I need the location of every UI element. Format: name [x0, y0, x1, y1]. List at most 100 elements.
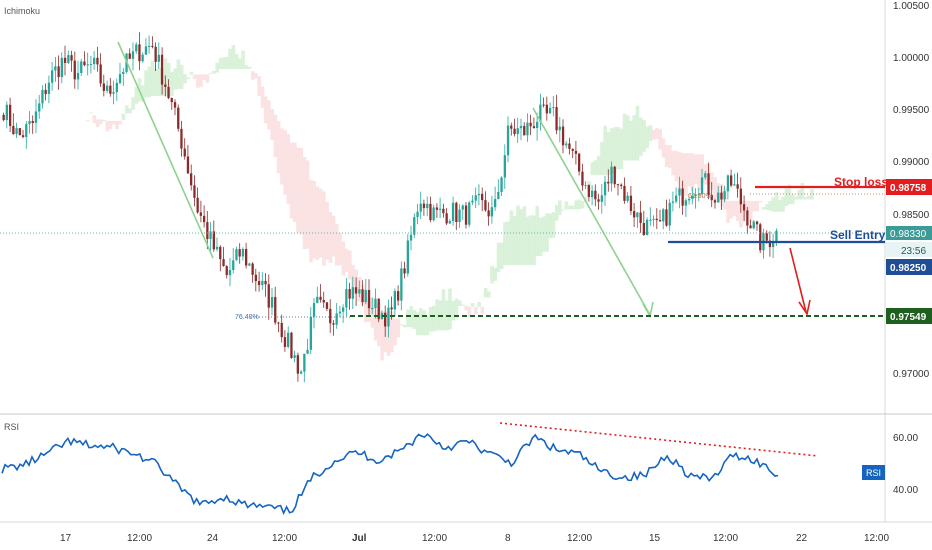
candle-body	[587, 185, 590, 197]
cloud-segment	[483, 288, 488, 298]
candle-body	[772, 242, 775, 248]
candle-body	[694, 194, 697, 197]
cloud-segment	[341, 241, 346, 276]
candle-body	[397, 291, 400, 301]
cloud-segment	[609, 128, 614, 174]
candle-body	[704, 173, 707, 178]
candle-body	[422, 203, 426, 209]
entry-price-badge	[886, 259, 932, 275]
cloud-segment	[238, 58, 242, 69]
cloud-segment	[170, 71, 174, 96]
candle-body	[539, 104, 542, 122]
candle-body	[131, 51, 135, 59]
candle-body	[684, 200, 687, 206]
cloud-segment	[251, 71, 255, 80]
cloud-segment	[771, 197, 776, 212]
candle-body	[510, 125, 513, 129]
candle-body	[351, 287, 354, 299]
candle-body	[461, 205, 464, 210]
cloud-segment	[480, 306, 485, 314]
cloud-segment	[141, 85, 145, 102]
cloud-segment	[461, 304, 465, 306]
cloud-segment	[399, 324, 404, 326]
cloud-segment	[312, 181, 316, 259]
cloud-segment	[554, 205, 559, 221]
cloud-segment	[432, 306, 436, 332]
cloud-segment	[639, 117, 643, 156]
cloud-segment	[364, 291, 368, 323]
cloud-segment	[664, 145, 669, 168]
cloud-segment	[348, 250, 352, 280]
candle-body	[503, 155, 506, 178]
candle-body	[752, 221, 755, 229]
candle-body	[212, 231, 215, 250]
rsi-badge-label: RSI	[866, 468, 881, 478]
cloud-segment	[651, 129, 656, 140]
cloud-segment	[561, 209, 565, 211]
projection-arrow-2	[532, 107, 651, 316]
candle-body	[93, 57, 96, 64]
candle-body	[364, 290, 367, 303]
stop-loss-label[interactable]: Stop loss	[834, 175, 888, 189]
candle-body	[106, 85, 109, 91]
cloud-segment	[600, 141, 604, 176]
rsi-divergence-line	[499, 422, 819, 457]
candle-body	[497, 192, 500, 199]
current-price-label: 0.98330	[890, 229, 927, 240]
candle-body	[254, 274, 257, 282]
candle-body	[380, 312, 384, 320]
candle-body	[610, 166, 613, 184]
cloud-segment	[183, 73, 187, 84]
candle-body	[322, 300, 325, 303]
rsi-axis[interactable]: 60.00 40.00	[893, 433, 918, 496]
cloud-segment	[215, 62, 219, 73]
cloud-segment	[490, 265, 494, 284]
candle-body	[206, 222, 209, 240]
cloud-segment	[512, 215, 517, 266]
candle-body	[89, 64, 93, 65]
candle-body	[642, 223, 645, 235]
cloud-segment	[390, 311, 394, 353]
cloud-segment	[425, 315, 430, 336]
candle-body	[34, 111, 38, 123]
candle-body	[128, 53, 131, 59]
price-axis[interactable]: 1.00500 1.00000 0.99500 0.99000 0.98500 …	[893, 1, 930, 380]
cloud-segment	[690, 153, 695, 192]
candle-body	[678, 188, 681, 196]
cloud-segment	[299, 148, 304, 235]
candle-body	[319, 296, 322, 300]
candle-body	[183, 148, 186, 157]
cloud-segment	[451, 300, 455, 321]
candle-body	[63, 57, 67, 63]
cloud-segment	[380, 311, 384, 361]
candle-body	[500, 177, 503, 192]
sell-entry-label[interactable]: Sell Entry	[830, 228, 886, 242]
time-axis[interactable]: 17 12:00 24 12:00 Jul 12:00 8 12:00 15 1…	[60, 533, 889, 544]
cloud-segment	[613, 127, 617, 174]
candle-body	[594, 190, 597, 200]
cloud-segment	[108, 120, 113, 129]
cloud-segment	[157, 68, 161, 96]
candle-body	[775, 230, 778, 243]
candle-body	[345, 289, 348, 308]
candle-body	[109, 85, 112, 94]
candle-body	[597, 199, 600, 202]
cloud-segment	[574, 200, 578, 210]
cloud-segment	[247, 66, 252, 69]
candle-body	[442, 208, 445, 214]
cloud-segment	[661, 138, 666, 158]
cloud-segment	[192, 74, 197, 80]
candle-body	[487, 210, 490, 217]
cloud-segment	[499, 242, 504, 270]
cloud-segment	[221, 57, 226, 69]
candle-body	[316, 296, 319, 304]
cloud-segment	[713, 177, 717, 198]
candle-body	[736, 184, 739, 189]
countdown-label: 23:56	[901, 246, 926, 257]
candle-body	[190, 173, 193, 186]
candle-body	[374, 298, 377, 308]
candle-body	[348, 289, 351, 299]
cloud-segment	[273, 114, 278, 157]
candle-body	[688, 199, 691, 201]
